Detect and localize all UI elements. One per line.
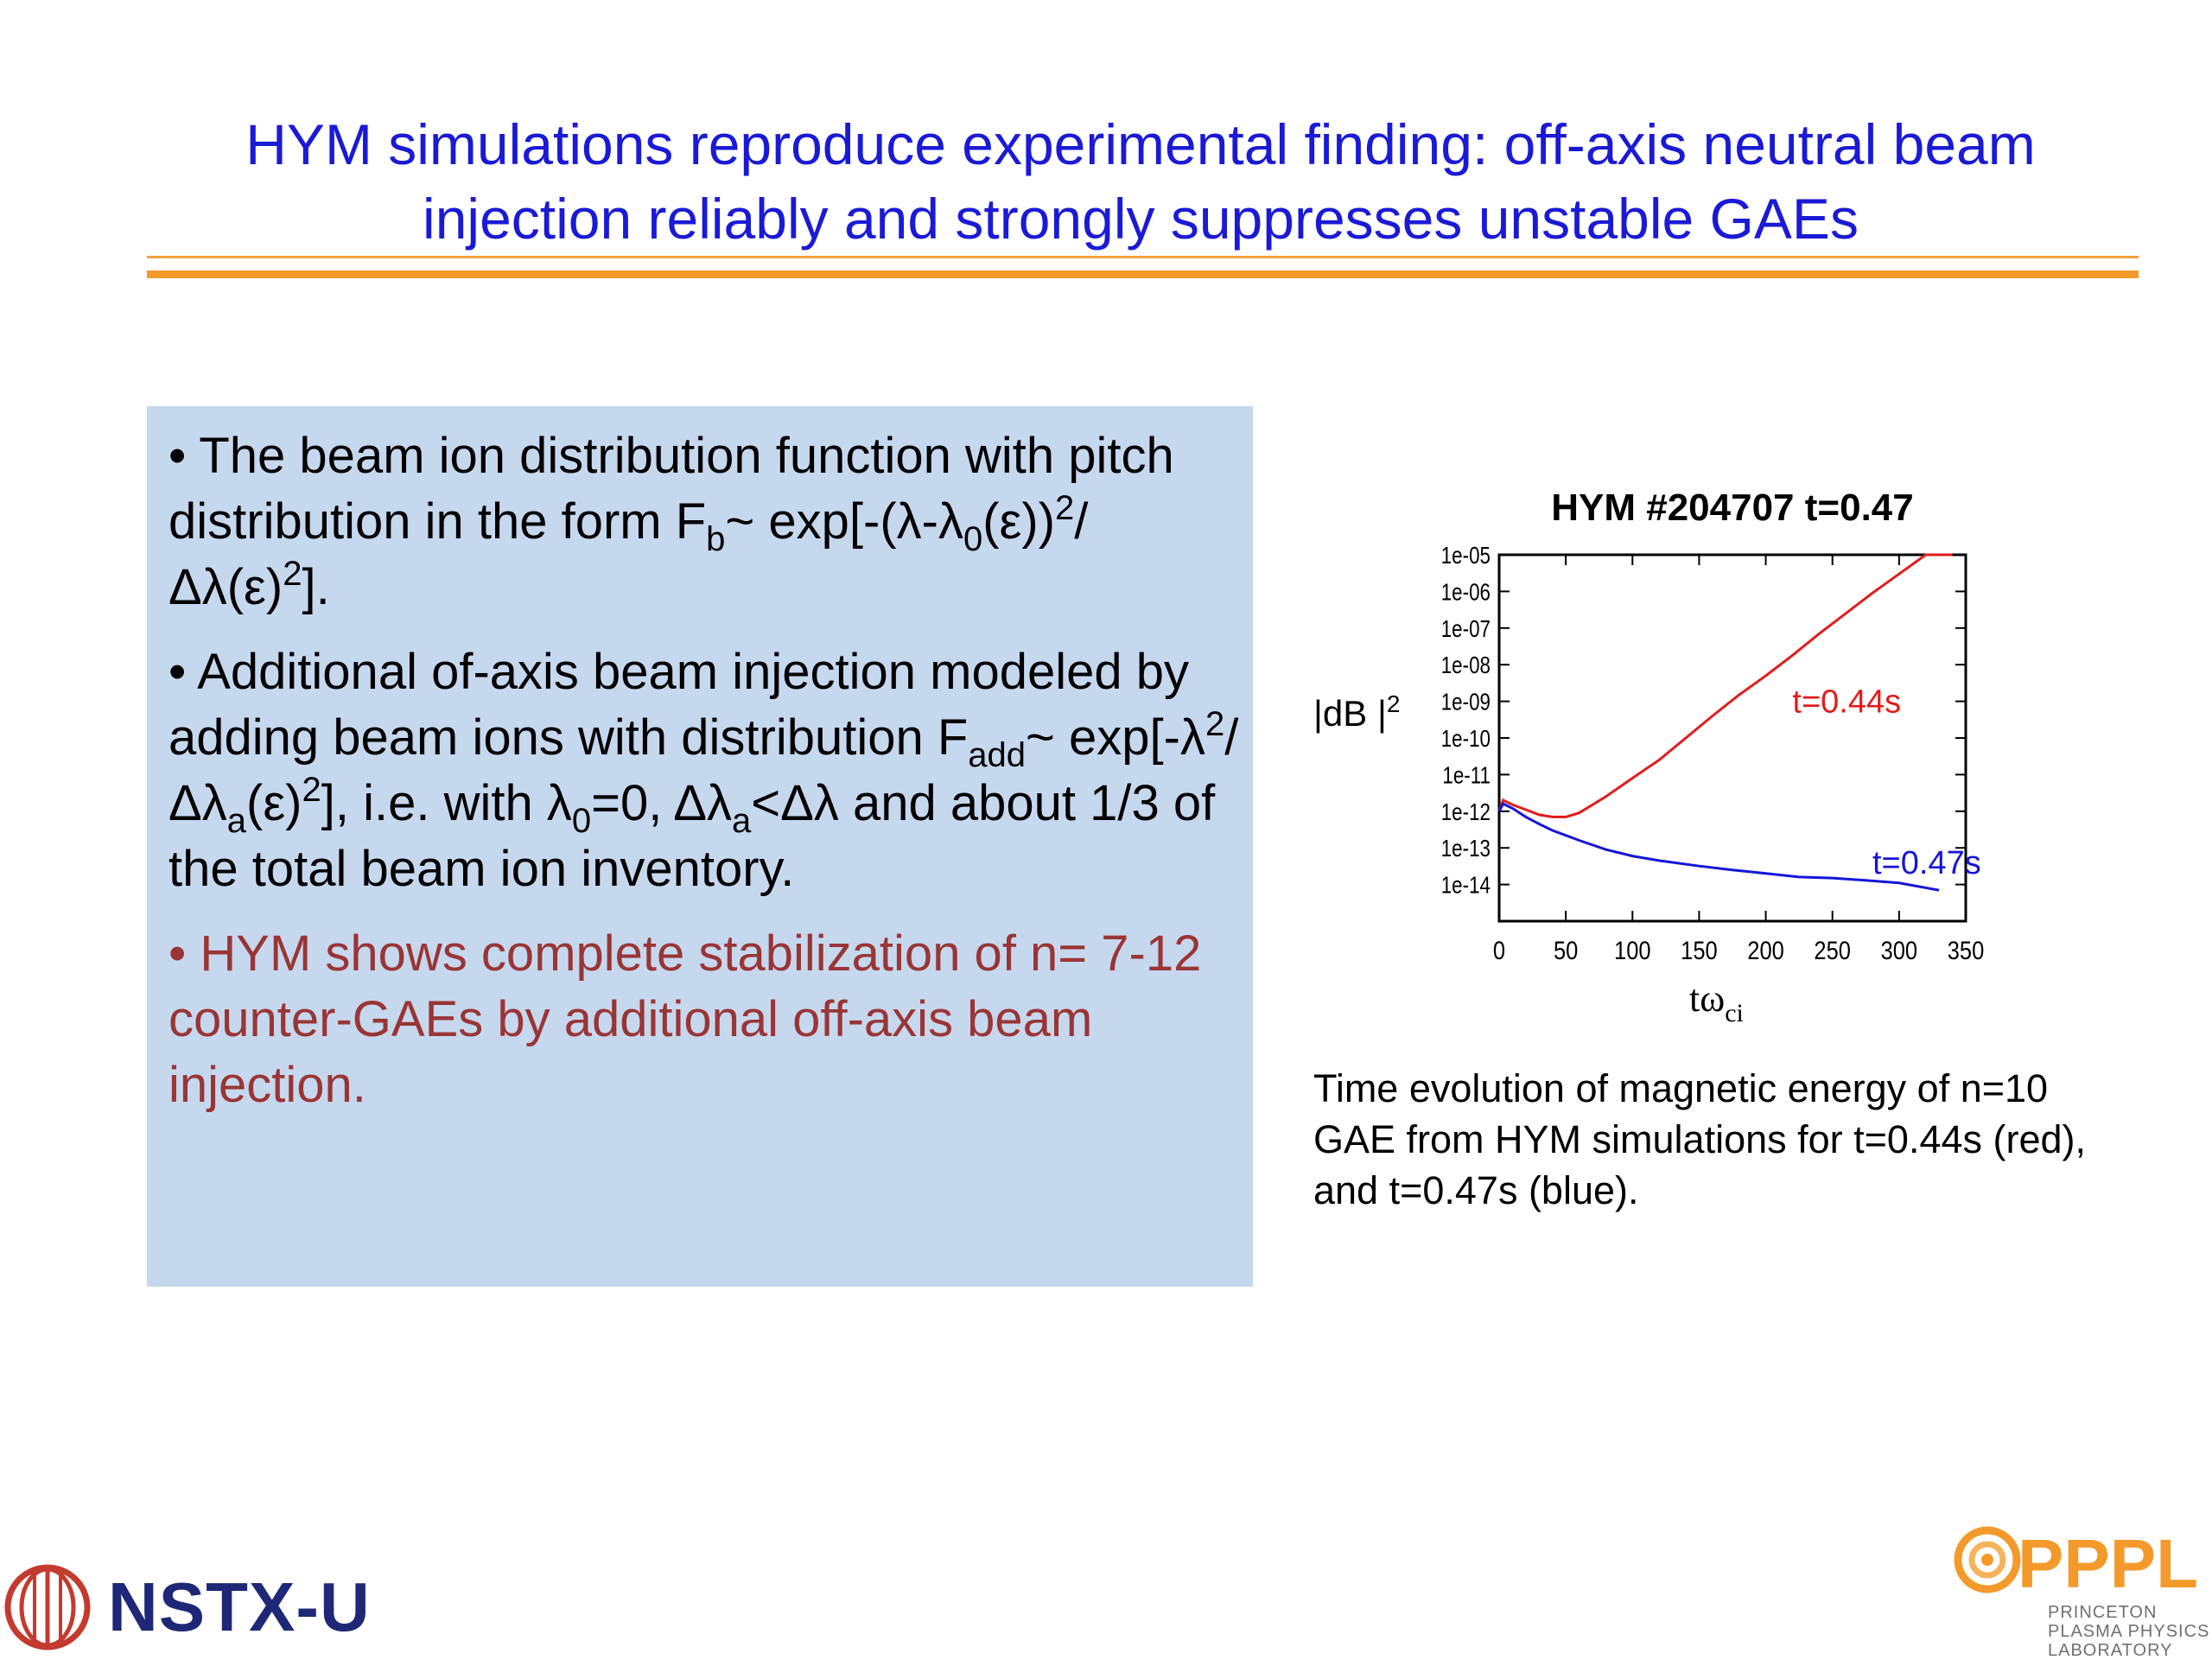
series-labels: t=0.44s t=0.47s [1792,684,1980,881]
slide-title: HYM simulations reproduce experimental f… [130,107,2152,256]
x-tick-label: 200 [1747,936,1784,964]
title-divider-thick [147,270,2139,278]
bullet-list: • The beam ion distribution function wit… [168,423,1240,1137]
slide-title-line-1: HYM simulations reproduce experimental f… [245,112,2036,176]
y-tick-label: 1e-08 [1441,652,1491,679]
x-tick-label: 100 [1614,936,1651,964]
y-axis-label: |dB |2 [1313,690,1400,734]
pppl-logo-subtitle: PRINCETON PLASMA PHYSICS LABORATORY [2048,1603,2209,1660]
slide-title-line-2: injection reliably and strongly suppress… [423,187,1859,251]
title-divider-thin [147,256,2139,258]
y-tick-label: 1e-13 [1441,836,1491,862]
nstx-u-logo-text: NSTX-U [108,1568,371,1645]
pppl-subtitle-line-1: PRINCETON [2048,1603,2158,1622]
pppl-subtitle-line-3: LABORATORY [2048,1641,2173,1660]
x-tick-label: 50 [1554,936,1578,964]
y-tick-label: 1e-09 [1441,689,1491,716]
y-tick-label: 1e-10 [1441,726,1491,753]
nstx-u-logo: NSTX-U [0,1555,406,1659]
bullet-panel: • The beam ion distribution function wit… [147,406,1253,1287]
x-tick-label: 150 [1681,936,1718,964]
bullet-1: • The beam ion distribution function wit… [168,428,1174,615]
series-annotation: t=0.47s [1872,845,1981,881]
y-axis-label-sup: 2 [1387,690,1401,717]
y-tick-label: 1e-07 [1441,616,1491,643]
pppl-emblem-icon: PPPL [1954,1525,2198,1602]
axis-ticks: 0 50 100 150 200 250 300 350 1e-05 1e-06 1e-07 1e-0… [1441,543,1985,965]
pppl-logo: PPPL PRINCETON PLASMA PHYSICS LABORATORY [1953,1517,2212,1660]
bullet-3: • HYM shows complete stabilization of n=… [168,925,1202,1113]
nstx-emblem-icon [4,1564,91,1650]
series-line-t-0-44s [1497,553,1953,818]
x-axis-label-sub: ci [1725,999,1744,1027]
gae-energy-chart: HYM #204707 t=0.47 0 50 100 150 200 250 300 350… [1313,487,1985,1027]
y-tick-label: 1e-11 [1442,762,1491,789]
x-tick-label: 350 [1948,936,1985,964]
chart-title: HYM #204707 t=0.47 [1551,487,1914,529]
x-tick-label: 300 [1881,936,1918,964]
pppl-subtitle-line-2: PLASMA PHYSICS [2048,1622,2210,1641]
x-tick-label: 0 [1493,936,1505,964]
pppl-logo-text: PPPL [2018,1525,2198,1602]
y-tick-label: 1e-06 [1441,579,1491,606]
series-annotation: t=0.44s [1792,684,1901,720]
series-line-t-0-47s [1497,802,1940,892]
bullet-2: • Additional of-axis beam injection mode… [168,644,1239,897]
y-tick-label: 1e-12 [1441,799,1491,826]
chart-caption: Time evolution of magnetic energy of n=1… [1313,1066,2087,1212]
y-tick-label: 1e-14 [1441,872,1491,899]
series-lines [1497,553,1953,892]
y-tick-label: 1e-05 [1441,543,1491,569]
x-axis-label-text: tω [1689,977,1725,1020]
y-axis-label-text: |dB | [1313,693,1387,734]
x-axis-label: tωci [1689,977,1744,1027]
x-tick-label: 250 [1814,936,1851,964]
